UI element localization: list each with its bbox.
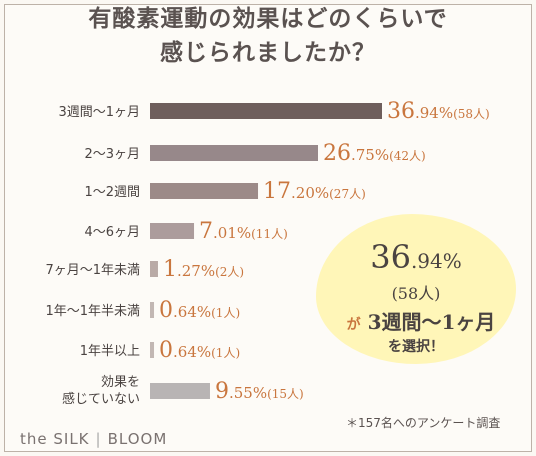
bar-row: 1〜2週間 17.20%(27人) <box>84 179 365 204</box>
bar <box>150 145 319 161</box>
count-label: (58人) <box>453 107 490 121</box>
value-integer: 26 <box>323 141 351 166</box>
bar <box>150 302 155 318</box>
bar-row: 3週間〜1ヶ月 36.94%(58人) <box>58 99 489 124</box>
callout-count: (58人) <box>391 284 441 303</box>
count-label: (2人) <box>215 265 244 279</box>
count-label: (42人) <box>389 149 426 163</box>
value-integer: 0 <box>159 298 173 323</box>
value-decimal: .55% <box>229 384 267 402</box>
value-integer: 36 <box>387 99 415 124</box>
value-integer: 9 <box>215 379 229 404</box>
highlight-callout: 36.94% (58人) が 3週間〜1ヶ月 を選択！ <box>316 214 516 364</box>
callout-answer: が 3週間〜1ヶ月 <box>326 306 516 335</box>
callout-particle: が <box>346 317 361 333</box>
value-decimal: .64% <box>173 303 211 321</box>
category-label: 7ヶ月〜1年未満 <box>45 263 140 278</box>
bar-row: 7ヶ月〜1年未満 1.27%(2人) <box>45 257 244 282</box>
value-label: 7.01%(11人) <box>199 219 288 244</box>
category-label-line: 感じていない <box>62 391 140 407</box>
category-label: 4〜6ヶ月 <box>84 225 140 240</box>
value-label: 1.27%(2人) <box>163 257 244 282</box>
category-label: 1年半以上 <box>80 344 140 359</box>
count-label: (15人) <box>267 387 304 401</box>
value-integer: 1 <box>163 257 177 282</box>
brand-separator: | <box>95 430 102 448</box>
value-label: 0.64%(1人) <box>159 298 240 323</box>
category-label: 1年〜1年半未満 <box>45 304 140 319</box>
brand-left: the SILK <box>20 430 90 448</box>
bar <box>150 261 158 277</box>
callout-answer-label: 3週間〜1ヶ月 <box>367 310 496 334</box>
bar-row: 効果を感じていない 9.55%(15人) <box>62 375 304 407</box>
brand-right: BLOOM <box>107 430 168 448</box>
value-decimal: .27% <box>177 262 215 280</box>
callout-background <box>316 214 516 364</box>
category-label: 1〜2週間 <box>84 185 140 200</box>
count-label: (1人) <box>211 306 240 320</box>
category-label-line: 効果を <box>101 375 140 390</box>
value-label: 0.64%(1人) <box>159 338 240 363</box>
survey-footnote: ＊157名へのアンケート調査 <box>346 416 501 430</box>
category-label: 2〜3ヶ月 <box>84 147 140 162</box>
title-line-2: 感じられましたか？ <box>160 39 376 66</box>
value-label: 36.94%(58人) <box>387 99 490 124</box>
value-integer: 7 <box>199 219 213 244</box>
value-decimal: .20% <box>291 184 329 202</box>
count-label: (27人) <box>329 187 366 201</box>
bar-row: 1年〜1年半未満 0.64%(1人) <box>45 298 240 323</box>
bar-row: 4〜6ヶ月 7.01%(11人) <box>84 219 287 244</box>
count-label: (1人) <box>211 346 240 360</box>
value-integer: 0 <box>159 338 173 363</box>
value-decimal: .94% <box>415 104 453 122</box>
callout-pct-decimal: .94% <box>410 249 462 273</box>
bar <box>150 383 210 399</box>
value-label: 17.20%(27人) <box>263 179 366 204</box>
callout-pct-integer: 36 <box>370 238 411 276</box>
count-label: (11人) <box>251 227 288 241</box>
value-label: 26.75%(42人) <box>323 141 426 166</box>
brand-logo: the SILK | BLOOM <box>20 430 167 448</box>
bar <box>150 183 259 199</box>
category-label: 3週間〜1ヶ月 <box>58 105 140 120</box>
value-label: 9.55%(15人) <box>215 379 304 404</box>
bar <box>150 342 155 358</box>
value-integer: 17 <box>263 179 291 204</box>
bar-row: 2〜3ヶ月 26.75%(42人) <box>84 141 425 166</box>
value-decimal: .75% <box>351 146 389 164</box>
title-line-1: 有酸素運動の効果はどのくらいで <box>88 5 448 32</box>
bar-row: 1年半以上 0.64%(1人) <box>80 338 240 363</box>
bar <box>150 223 195 239</box>
callout-percentage: 36.94% <box>316 238 516 276</box>
value-decimal: .64% <box>173 343 211 361</box>
callout-subtext: を選択！ <box>388 339 444 355</box>
chart-title: 有酸素運動の効果はどのくらいで 感じられましたか？ <box>0 2 536 70</box>
value-decimal: .01% <box>213 224 251 242</box>
category-label: 効果を感じていない <box>62 375 140 407</box>
bar <box>150 103 382 119</box>
